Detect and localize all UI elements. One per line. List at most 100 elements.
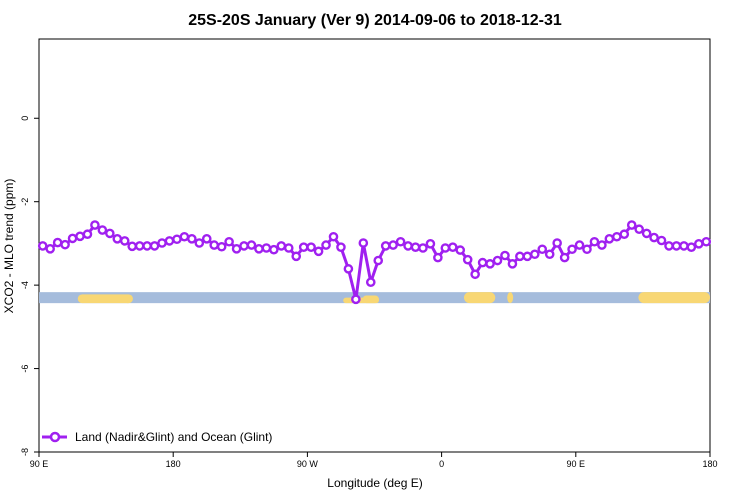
y-tick-label: -2 xyxy=(20,198,30,206)
data-point xyxy=(440,243,451,253)
x-axis-label: Longitude (deg E) xyxy=(327,476,422,490)
data-point xyxy=(224,236,234,247)
data-point xyxy=(515,251,525,262)
data-point xyxy=(351,294,361,305)
data-point xyxy=(239,241,249,251)
y-tick-label: -8 xyxy=(20,448,30,456)
data-point xyxy=(254,244,264,254)
y-tick-label: -6 xyxy=(20,365,30,373)
data-point xyxy=(425,239,436,249)
data-point xyxy=(380,241,391,251)
data-point xyxy=(127,241,137,252)
data-point xyxy=(343,264,354,274)
data-point xyxy=(641,228,652,239)
data-point xyxy=(552,238,562,248)
legend-label: Land (Nadir&Glint) and Ocean (Glint) xyxy=(75,430,272,444)
data-point xyxy=(694,239,704,249)
data-point xyxy=(529,249,540,260)
x-tick-label: 90 E xyxy=(567,459,586,469)
data-point xyxy=(336,242,346,252)
data-point xyxy=(395,236,406,247)
data-point xyxy=(455,245,466,255)
data-point xyxy=(216,241,227,252)
data-point xyxy=(209,240,220,250)
data-point xyxy=(97,225,108,235)
data-point xyxy=(403,241,413,251)
legend-marker xyxy=(49,431,61,443)
data-point xyxy=(142,241,152,251)
x-tick-label: 180 xyxy=(702,459,717,469)
data-point xyxy=(664,241,674,251)
data-point xyxy=(149,241,160,251)
data-point xyxy=(157,238,167,248)
data-point xyxy=(612,231,622,242)
data-point xyxy=(388,240,398,250)
data-point xyxy=(559,252,570,263)
data-point xyxy=(269,244,279,255)
y-axis-label: XCO2 - MLO trend (ppm) xyxy=(2,179,16,314)
data-point xyxy=(201,234,212,244)
data-point xyxy=(291,251,302,262)
data-point xyxy=(45,244,55,254)
data-point xyxy=(164,236,175,246)
x-tick-label: 90 E xyxy=(30,459,49,469)
data-point xyxy=(604,234,615,244)
data-point xyxy=(619,229,630,240)
x-tick-label: 180 xyxy=(166,459,181,469)
data-point xyxy=(492,255,503,266)
data-point xyxy=(179,231,190,242)
data-point xyxy=(134,241,145,251)
data-point xyxy=(567,244,577,255)
data-point xyxy=(246,240,257,250)
data-point xyxy=(433,252,443,263)
data-point xyxy=(485,259,495,269)
data-point xyxy=(671,241,682,251)
data-point xyxy=(477,257,488,268)
data-point xyxy=(365,277,376,288)
data-point xyxy=(522,251,533,262)
data-point xyxy=(306,242,316,252)
data-point xyxy=(544,249,555,260)
data-point xyxy=(90,220,100,230)
data-point xyxy=(373,255,384,266)
data-point xyxy=(507,259,518,269)
data-point xyxy=(634,224,644,235)
land-segment xyxy=(362,295,379,304)
data-point xyxy=(231,244,242,254)
data-point xyxy=(500,250,510,261)
data-point xyxy=(686,242,697,252)
data-point xyxy=(187,234,197,244)
data-point xyxy=(462,254,473,265)
data-point xyxy=(470,269,480,280)
data-point xyxy=(276,241,287,251)
data-point xyxy=(321,240,331,250)
data-point xyxy=(679,241,689,251)
data-point xyxy=(82,229,93,240)
y-tick-label: 0 xyxy=(20,116,30,121)
data-point xyxy=(261,243,272,253)
chart-title: 25S-20S January (Ver 9) 2014-09-06 to 20… xyxy=(188,12,562,29)
x-tick-label: 0 xyxy=(439,459,444,469)
data-point xyxy=(60,239,70,250)
y-tick-label: -4 xyxy=(20,281,30,289)
data-point xyxy=(37,241,48,251)
x-axis: 90 E 180 90 W 0 90 E 180 xyxy=(30,452,718,469)
y-axis: 0 -2 -4 -6 -8 xyxy=(20,116,39,456)
data-point xyxy=(649,232,659,243)
data-point xyxy=(626,220,637,230)
data-point xyxy=(574,240,585,250)
data-point xyxy=(298,242,309,252)
data-point xyxy=(597,240,607,250)
data-point xyxy=(67,233,78,244)
data-point xyxy=(537,244,548,255)
data-point xyxy=(52,237,63,248)
x-tick-label: 90 W xyxy=(297,459,319,469)
data-point xyxy=(75,231,85,242)
data-point xyxy=(328,231,339,242)
land-ocean-bar xyxy=(39,292,710,304)
data-point xyxy=(112,234,123,244)
land-segment xyxy=(125,299,130,304)
data-point xyxy=(194,238,205,248)
data-point xyxy=(313,246,324,257)
